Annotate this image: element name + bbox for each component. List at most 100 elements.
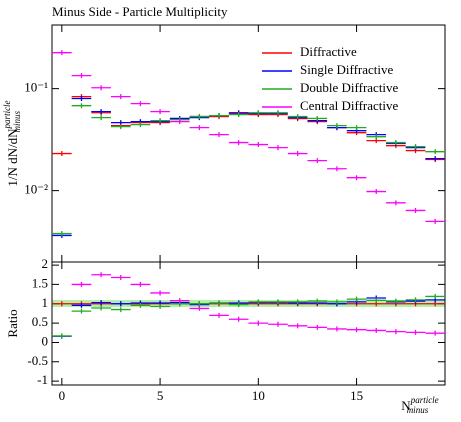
data-point (91, 109, 111, 115)
y-axis-label-main: 1/N dN/dN (5, 128, 20, 187)
data-point (287, 151, 308, 157)
data-point (71, 281, 92, 287)
y-tick-label: 0.5 (32, 314, 48, 329)
data-point (150, 109, 170, 115)
plot-area (52, 50, 445, 238)
data-point (130, 122, 151, 128)
data-point (228, 302, 249, 308)
data-point (189, 114, 210, 120)
data-point (91, 300, 111, 306)
data-point (307, 298, 328, 304)
data-point (346, 296, 367, 302)
legend-label: Double Diffractive (300, 80, 399, 95)
y-axis-label: Ratio (5, 309, 20, 337)
data-point (189, 301, 210, 307)
data-point (71, 95, 92, 101)
data-point (405, 297, 426, 303)
data-point (425, 149, 445, 155)
chart-title: Minus Side - Particle Multiplicity (52, 4, 228, 19)
data-point (110, 301, 131, 307)
legend-label: Single Diffractive (300, 62, 393, 77)
data-point (110, 94, 131, 100)
x-axis-label-main: N (401, 398, 411, 413)
data-point (91, 272, 111, 278)
data-point (425, 218, 445, 224)
data-point (91, 85, 111, 91)
data-point (307, 324, 328, 330)
data-point (228, 316, 249, 322)
data-point (405, 144, 426, 150)
data-point (52, 333, 72, 339)
data-point (346, 125, 367, 131)
data-point (268, 110, 288, 116)
y-tick-label: 10⁻² (24, 182, 48, 197)
y-tick-label: 1 (42, 295, 49, 310)
data-point (71, 308, 92, 314)
data-point (405, 329, 426, 335)
data-point (71, 73, 92, 79)
x-tick-label: 15 (350, 388, 363, 403)
x-tick-label: 10 (252, 388, 265, 403)
data-point (386, 298, 406, 304)
data-point (209, 312, 229, 318)
data-point (346, 175, 367, 181)
data-point (307, 158, 328, 164)
data-point (169, 119, 190, 125)
data-point (150, 118, 170, 124)
data-point (150, 303, 170, 309)
data-point (130, 281, 151, 287)
x-axis-label-sub: minus (407, 405, 429, 415)
data-point (209, 300, 229, 306)
data-point (248, 142, 269, 148)
data-point (91, 305, 111, 311)
data-point (268, 321, 288, 327)
x-axis-label-sup: particle (410, 395, 439, 405)
data-point (228, 140, 249, 146)
data-point (52, 231, 72, 237)
y-tick-label: -1 (37, 372, 48, 387)
data-point (405, 207, 426, 213)
x-axis-label: Nparticle minus (401, 395, 438, 415)
data-point (189, 125, 210, 131)
data-point (366, 134, 387, 140)
data-point (327, 123, 347, 129)
data-point (209, 132, 229, 138)
data-point (425, 156, 445, 162)
data-point (366, 297, 387, 303)
y-tick-label: -0.5 (27, 353, 48, 368)
data-point (346, 327, 367, 333)
data-point (248, 110, 269, 116)
data-point (130, 302, 151, 308)
data-point (287, 114, 308, 120)
data-point (110, 307, 131, 313)
y-axis-label-sup: particle (2, 100, 12, 129)
data-point (366, 327, 387, 333)
data-point (327, 326, 347, 332)
data-point (209, 113, 229, 119)
data-point (268, 299, 288, 305)
data-point (110, 124, 131, 130)
y-axis-label: 1/N dN/dNparticleminus (2, 100, 22, 186)
data-point (110, 274, 131, 280)
data-point (52, 151, 72, 157)
data-point (71, 103, 92, 109)
x-tick-label: 5 (157, 388, 164, 403)
data-point (228, 112, 249, 118)
data-point (425, 330, 445, 336)
data-point (386, 140, 406, 146)
data-point (52, 50, 72, 56)
data-point (268, 145, 288, 151)
plot-area (52, 272, 445, 339)
data-point (386, 200, 406, 206)
y-tick-label: 2 (42, 256, 49, 271)
data-point (366, 189, 387, 195)
data-point (287, 323, 308, 329)
data-point (52, 301, 72, 307)
data-point (91, 115, 111, 121)
x-tick-label: 0 (59, 388, 66, 403)
data-point (71, 302, 92, 308)
y-tick-label: 0 (42, 333, 49, 348)
data-point (425, 293, 445, 299)
data-point (169, 298, 190, 304)
